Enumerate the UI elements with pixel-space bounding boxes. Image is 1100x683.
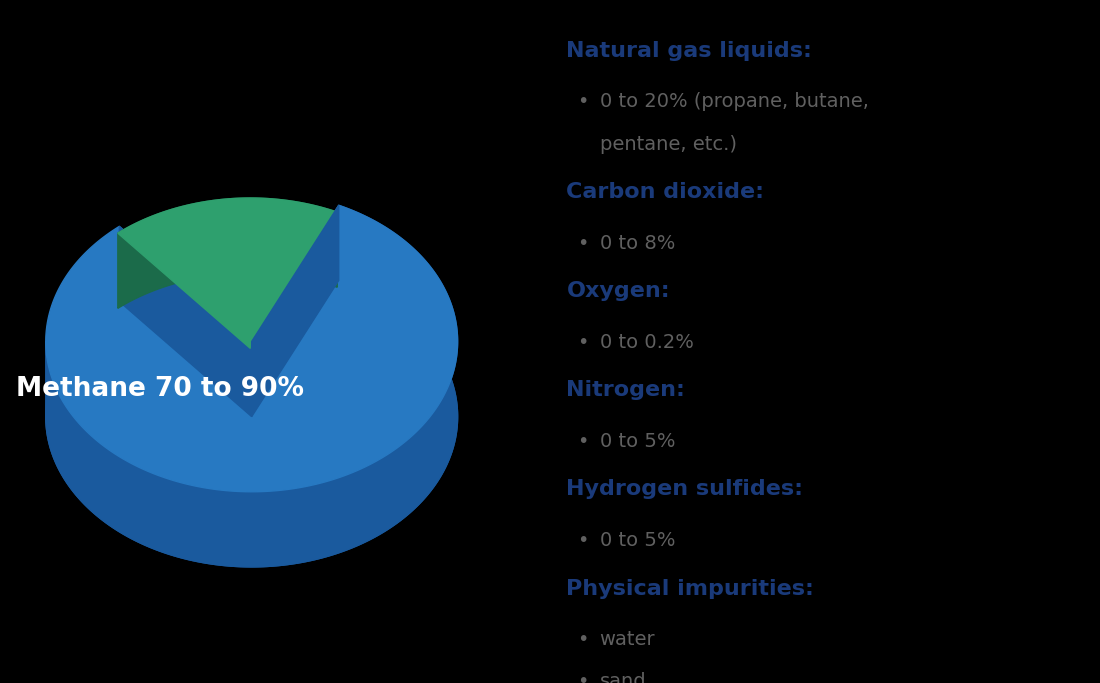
Text: •: • [578, 333, 588, 352]
Text: Methane 70 to 90%: Methane 70 to 90% [16, 376, 305, 402]
Text: •: • [578, 432, 588, 451]
Text: •: • [578, 531, 588, 550]
Text: Natural gas liquids:: Natural gas liquids: [566, 41, 813, 61]
Text: Nitrogen:: Nitrogen: [566, 380, 685, 400]
Polygon shape [252, 206, 339, 417]
Text: 0 to 8%: 0 to 8% [600, 234, 675, 253]
Text: Oxygen:: Oxygen: [566, 281, 670, 301]
Text: 0 to 5%: 0 to 5% [600, 531, 675, 550]
Text: •: • [578, 672, 588, 683]
Text: •: • [578, 234, 588, 253]
Polygon shape [46, 206, 458, 492]
Polygon shape [46, 206, 458, 567]
Polygon shape [118, 198, 338, 348]
Polygon shape [46, 266, 458, 567]
Text: pentane, etc.): pentane, etc.) [600, 135, 737, 154]
Text: water: water [600, 630, 656, 649]
Text: sand: sand [600, 672, 646, 683]
Polygon shape [118, 198, 338, 308]
Text: Physical impurities:: Physical impurities: [566, 579, 814, 598]
Text: 0 to 5%: 0 to 5% [600, 432, 675, 451]
Text: •: • [578, 630, 588, 649]
Text: •: • [578, 92, 588, 111]
Polygon shape [119, 226, 252, 417]
Text: Carbon dioxide:: Carbon dioxide: [566, 182, 764, 202]
Text: Hydrogen sulfides:: Hydrogen sulfides: [566, 479, 803, 499]
Text: 0 to 20% (propane, butane,: 0 to 20% (propane, butane, [600, 92, 868, 111]
Text: 0 to 0.2%: 0 to 0.2% [600, 333, 693, 352]
